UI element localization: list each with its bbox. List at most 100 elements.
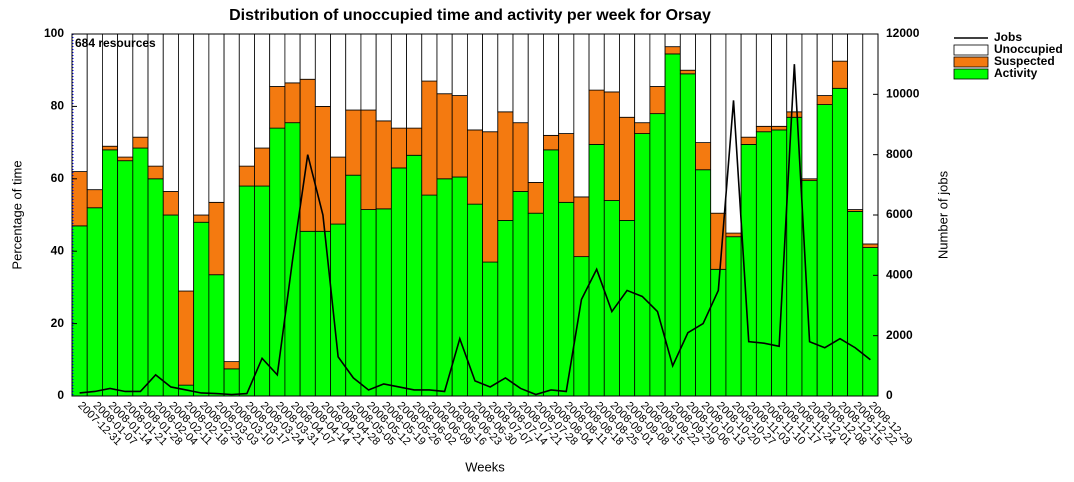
bar-segment	[740, 136, 757, 145]
bar-segment	[208, 33, 225, 203]
jobs-line	[79, 64, 871, 396]
y2-tick-label: 12000	[886, 26, 920, 40]
bar-segment	[695, 169, 712, 397]
bar-segment	[862, 247, 879, 397]
bar-segment	[299, 230, 316, 397]
bar-segment	[117, 33, 134, 158]
bar-segment	[603, 91, 620, 201]
bar-segment	[771, 129, 788, 397]
legend-label: Activity	[994, 66, 1038, 80]
bar-segment	[527, 182, 544, 214]
bar-segment	[223, 33, 240, 363]
y2-tick-label: 0	[886, 388, 893, 402]
bar-segment	[847, 33, 864, 210]
bar-segment	[147, 165, 164, 180]
bar-segment	[284, 33, 301, 84]
bar-segment	[816, 33, 833, 96]
bar-segment	[132, 136, 149, 149]
bar-segment	[406, 33, 423, 129]
bar-segment	[436, 178, 453, 397]
bar-segment	[649, 33, 666, 87]
bar-segment	[603, 33, 620, 93]
bar-segment	[345, 109, 362, 176]
bar-segment	[588, 89, 605, 145]
bar-segment	[755, 33, 772, 127]
bar-segment	[543, 134, 560, 151]
bar-segment	[178, 33, 195, 292]
bar-segment	[679, 73, 696, 397]
bar-segment	[801, 33, 818, 180]
bar-segment	[421, 33, 438, 82]
bar-segment	[497, 111, 514, 221]
bar-segment	[147, 33, 164, 167]
legend-label: Suspected	[994, 54, 1055, 68]
bar-segment	[771, 33, 788, 127]
bar-segment	[512, 33, 529, 124]
bar-segment	[102, 145, 119, 151]
bar-segment	[390, 127, 407, 169]
bar-segment	[390, 167, 407, 397]
bar-segment	[269, 86, 286, 129]
bar-segment	[862, 33, 879, 245]
y-tick-label: 20	[51, 316, 65, 330]
bar-segment	[634, 122, 651, 134]
y2-tick-label: 2000	[886, 328, 913, 342]
bar-segment	[543, 149, 560, 397]
bar-segment	[466, 33, 484, 131]
bar-segment	[588, 33, 605, 91]
bar-segment	[223, 361, 240, 370]
bar-segment	[345, 33, 362, 111]
bar-segment	[482, 33, 499, 133]
y-tick-label: 0	[57, 388, 64, 402]
bar-segment	[299, 33, 316, 80]
bar-segment	[193, 33, 210, 216]
bar-segment	[801, 180, 818, 397]
bar-segment	[269, 33, 286, 87]
bar-segment	[679, 33, 696, 71]
bar-segment	[664, 46, 681, 55]
bar-segment	[497, 220, 514, 397]
bar-segment	[147, 178, 164, 397]
bar-segment	[86, 189, 103, 209]
bar-segment	[162, 191, 179, 216]
bar-segment	[755, 125, 772, 133]
bar-segment	[679, 69, 696, 75]
bar-segment	[208, 274, 225, 397]
legend-label: Unoccupied	[994, 42, 1063, 56]
bar-segment	[634, 133, 651, 397]
y-tick-label: 60	[51, 171, 65, 185]
bar-segment	[406, 127, 423, 156]
bar-segment	[436, 93, 453, 180]
y2-tick-label: 6000	[886, 207, 913, 221]
bar-segment	[831, 33, 848, 62]
legend-label: Jobs	[994, 30, 1022, 44]
bar-segment	[771, 125, 788, 131]
bar-segment	[619, 220, 636, 397]
bar-segment	[725, 33, 742, 234]
bar-segment	[223, 368, 240, 397]
bar-segment	[862, 243, 879, 248]
bar-segment	[527, 33, 544, 183]
bar-segment	[117, 160, 134, 397]
bar-segment	[330, 33, 347, 158]
bar-segment	[375, 33, 392, 122]
legend-swatch	[953, 56, 989, 68]
bar-segment	[695, 33, 712, 143]
bar-segment	[71, 33, 88, 172]
y2-tick-label: 8000	[886, 147, 913, 161]
bar-segment	[238, 185, 255, 397]
bar-segment	[527, 212, 544, 397]
bar-segment	[451, 33, 468, 96]
bar-segment	[86, 207, 103, 397]
bar-segment	[695, 142, 712, 171]
bar-segment	[314, 230, 331, 397]
y2-axis-label: Number of jobs	[935, 170, 950, 259]
bar-segment	[360, 209, 377, 397]
bar-segment	[740, 33, 757, 138]
bar-segment	[725, 232, 742, 238]
bar-segment	[543, 33, 560, 136]
bar-segment	[558, 133, 575, 203]
bar-segment	[162, 33, 179, 192]
bar-segment	[421, 194, 438, 397]
legend-swatch	[953, 68, 989, 80]
